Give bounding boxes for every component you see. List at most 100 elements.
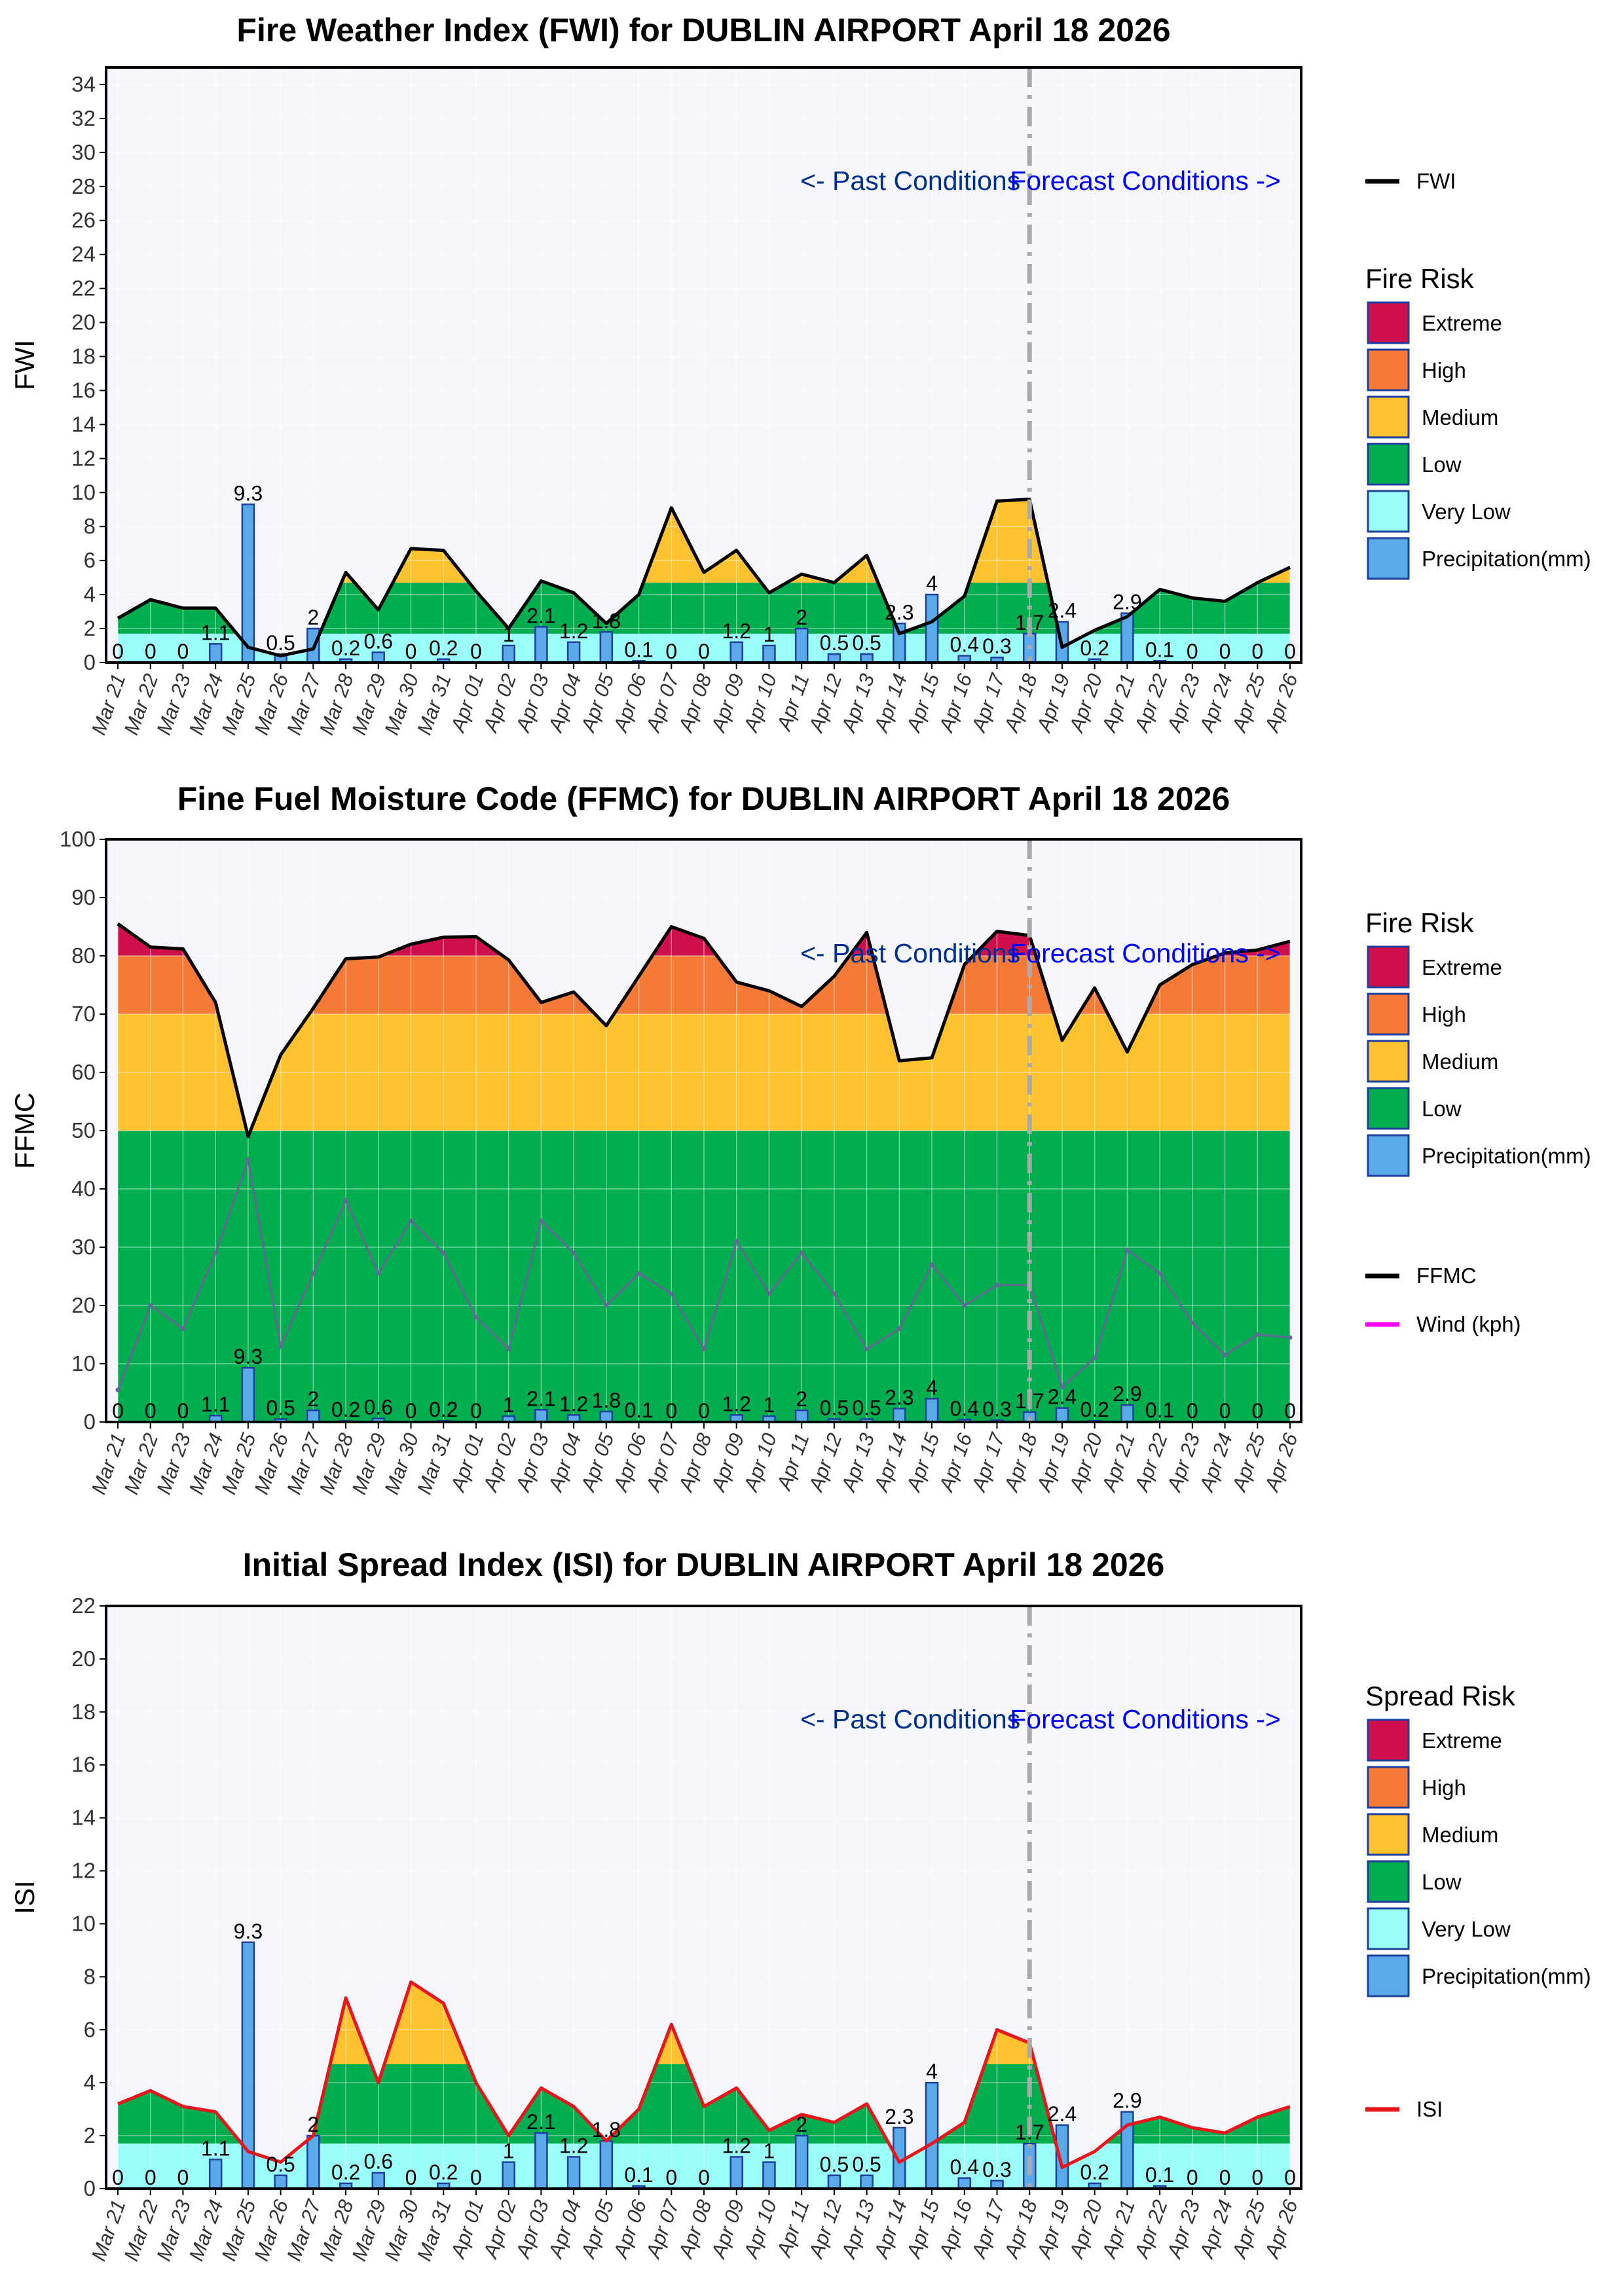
- y-tick-label: 34: [71, 72, 96, 96]
- chart-isi: Initial Spread Index (ISI) for DUBLIN AI…: [9, 1546, 1591, 2264]
- legend-swatch: [1367, 1134, 1410, 1177]
- y-tick-label: 2: [84, 616, 96, 640]
- wind-point: [213, 1250, 218, 1256]
- wind-point: [734, 1239, 739, 1244]
- chart-title: Fire Weather Index (FWI) for DUBLIN AIRP…: [236, 12, 1170, 48]
- precip-label: 0.3: [982, 634, 1011, 658]
- plot-background: [106, 67, 1301, 663]
- precip-label: 0.2: [429, 636, 458, 660]
- legend-title: Fire Risk: [1365, 907, 1475, 938]
- precip-bar: [599, 631, 614, 664]
- y-tick-label: 12: [71, 446, 96, 470]
- precip-label: 2.3: [885, 2105, 913, 2128]
- y-tick-label: 6: [84, 2017, 96, 2041]
- precip-label: 0.4: [950, 2155, 979, 2179]
- y-tick-label: 4: [84, 2070, 96, 2094]
- precip-bar: [925, 2081, 939, 2190]
- precip-label: 0: [405, 2166, 417, 2189]
- chart-ffmc: Fine Fuel Moisture Code (FFMC) for DUBLI…: [9, 780, 1591, 1497]
- precip-label: 0.1: [624, 638, 653, 661]
- wind-point: [246, 1157, 251, 1162]
- precip-label: 1.8: [592, 2118, 621, 2141]
- precip-label: 0: [470, 640, 482, 663]
- legend-item-label: High: [1422, 358, 1466, 382]
- wind-point: [799, 1250, 804, 1256]
- y-tick-label: 60: [71, 1060, 96, 1084]
- precip-bar: [306, 2134, 320, 2190]
- legend-item-label: Very Low: [1422, 1917, 1511, 1941]
- legend-swatch: [1367, 1719, 1410, 1762]
- precip-bar: [794, 2134, 809, 2190]
- precip-label: 0.4: [950, 633, 979, 657]
- legend-item-label: Extreme: [1422, 1728, 1502, 1753]
- precip-label: 0.4: [950, 1396, 979, 1420]
- precip-label: 0.5: [266, 2153, 295, 2176]
- y-tick-label: 18: [71, 1700, 96, 1724]
- y-tick-label: 2: [84, 2123, 96, 2147]
- plot-background: [106, 1606, 1301, 2189]
- precip-label: 2.9: [1113, 2089, 1141, 2113]
- precip-label: 1: [764, 1393, 775, 1417]
- legend-swatch: [1367, 1766, 1410, 1809]
- chart-title: Initial Spread Index (ISI) for DUBLIN AI…: [243, 1546, 1165, 1583]
- legend-swatch: [1367, 945, 1410, 989]
- y-tick-label: 0: [84, 650, 96, 674]
- precip-label: 1.2: [559, 619, 588, 643]
- precip-label: 0: [698, 2166, 710, 2189]
- y-tick-label: 30: [71, 1235, 96, 1259]
- legend-item-label: Medium: [1422, 1049, 1498, 1074]
- precip-bar: [534, 1409, 548, 1423]
- y-tick-label: 40: [71, 1176, 96, 1201]
- legend-item-label: Precipitation(mm): [1422, 1964, 1591, 1988]
- precip-label: 0.2: [1080, 636, 1109, 660]
- precip-label: 1.2: [559, 1392, 588, 1415]
- precip-label: 1.1: [201, 1393, 230, 1416]
- wind-point: [701, 1347, 707, 1352]
- y-tick-label: 18: [71, 344, 96, 369]
- wind-point: [1190, 1321, 1195, 1326]
- precip-bar: [534, 626, 548, 664]
- ffmc-line: [117, 922, 1291, 1139]
- wind-point: [1060, 1385, 1065, 1390]
- legend-wind-label: Wind (kph): [1416, 1312, 1521, 1336]
- y-tick-label: 30: [71, 140, 96, 164]
- precip-label: 0.2: [1080, 2160, 1109, 2184]
- y-tick-label: 100: [60, 827, 96, 851]
- legend-swatch: [1367, 1907, 1410, 1950]
- isi-line: [117, 1980, 1291, 2170]
- wind-point: [637, 1271, 642, 1276]
- wind-point: [766, 1291, 771, 1296]
- precip-label: 1.1: [201, 2137, 230, 2160]
- wind-point: [1157, 1271, 1162, 1276]
- wind-point: [1092, 1355, 1098, 1360]
- precipitation-bars: [111, 1941, 1297, 2190]
- legend-item-label: High: [1422, 1776, 1466, 1800]
- precip-label: 2.4: [1048, 599, 1077, 623]
- precip-label: 0.5: [820, 1396, 849, 1420]
- precip-label: 2.3: [885, 1386, 913, 1410]
- precip-bar: [566, 641, 581, 664]
- precip-bar: [566, 2156, 581, 2190]
- y-tick-label: 24: [71, 242, 96, 266]
- band-medium: [118, 1014, 1290, 1131]
- y-axis-label: FWI: [9, 340, 40, 390]
- precip-label: 0.5: [820, 631, 849, 655]
- precip-bar: [1120, 1404, 1134, 1423]
- y-tick-label: 80: [71, 943, 96, 968]
- legend-swatch: [1367, 1040, 1410, 1083]
- forecast-conditions-label: Forecast Conditions ->: [1010, 166, 1281, 196]
- wind-point: [864, 1347, 870, 1352]
- precip-label: 0.3: [982, 1397, 1011, 1421]
- legend-line-label: FWI: [1416, 169, 1456, 193]
- legend-swatch: [1367, 490, 1410, 533]
- precip-label: 1.2: [722, 619, 750, 643]
- precip-label: 0.6: [364, 1396, 393, 1419]
- precip-label: 0: [1251, 1399, 1263, 1423]
- wind-point: [278, 1343, 284, 1349]
- precip-label: 1.2: [559, 2134, 588, 2157]
- precip-label: 9.3: [234, 1345, 263, 1368]
- precip-bar: [794, 1409, 809, 1423]
- precip-label: 0: [665, 640, 677, 663]
- precip-label: 0.1: [1145, 638, 1174, 661]
